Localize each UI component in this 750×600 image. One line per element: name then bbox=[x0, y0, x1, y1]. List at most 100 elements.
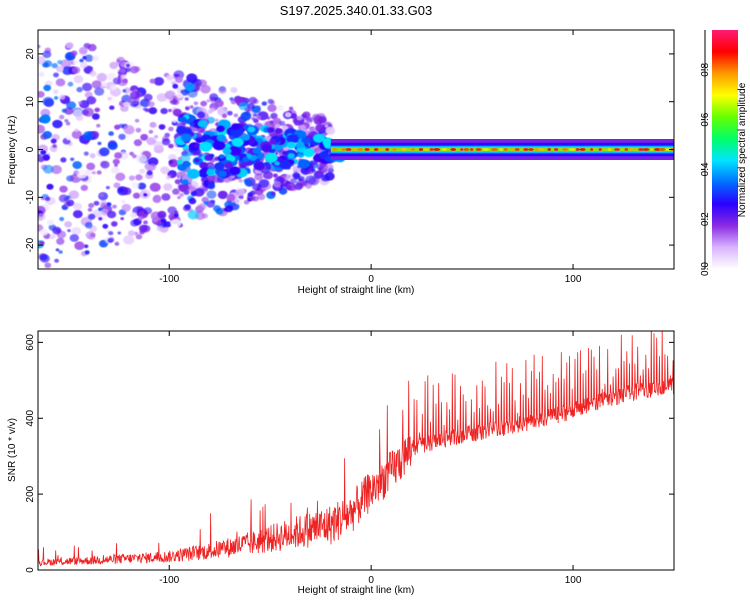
heatmap-cell bbox=[364, 148, 370, 151]
heatmap-cell bbox=[88, 213, 96, 220]
heatmap-cell bbox=[629, 148, 633, 151]
heatmap-cell bbox=[244, 111, 250, 117]
heatmap-cell bbox=[184, 204, 191, 210]
heatmap-cell bbox=[379, 148, 384, 151]
heatmap-cell bbox=[86, 162, 96, 171]
heatmap-cell bbox=[106, 72, 117, 81]
heatmap-cell bbox=[194, 188, 205, 197]
heatmap-cell bbox=[60, 157, 67, 163]
heatmap-cell bbox=[133, 139, 142, 147]
heatmap-cell bbox=[568, 148, 576, 151]
heatmap-cell bbox=[248, 96, 258, 104]
heatmap-cell bbox=[72, 210, 83, 219]
heatmap-cell bbox=[252, 113, 258, 117]
heatmap-cell bbox=[274, 145, 282, 151]
heatmap-cell bbox=[243, 199, 250, 205]
heatmap-cell bbox=[91, 113, 100, 120]
heatmap-cell bbox=[97, 141, 102, 146]
heatmap-cell bbox=[115, 172, 126, 181]
heatmap-cell bbox=[115, 68, 120, 72]
heatmap-cell bbox=[168, 126, 174, 132]
heatmap-cell bbox=[222, 147, 232, 155]
heatmap-cell bbox=[272, 117, 282, 125]
heatmap-cell bbox=[199, 161, 209, 169]
heatmap-cell bbox=[614, 148, 620, 151]
heatmap-cell bbox=[286, 134, 299, 144]
heatmap-cell bbox=[86, 96, 97, 105]
heatmap-cell bbox=[84, 222, 93, 229]
colorbar-ticks: 0.00.20.40.60.8 bbox=[700, 30, 711, 276]
heatmap-cell bbox=[316, 172, 321, 176]
heatmap-cell bbox=[143, 93, 153, 102]
heatmap-cell bbox=[105, 95, 116, 104]
heatmap-cell bbox=[87, 207, 93, 212]
y-tick-label: 20 bbox=[25, 48, 36, 60]
heatmap-cell bbox=[233, 113, 239, 118]
heatmap-cell bbox=[121, 78, 128, 84]
heatmap-cell bbox=[638, 148, 644, 151]
heatmap-cell bbox=[246, 153, 252, 159]
heatmap-cell bbox=[72, 59, 79, 65]
heatmap-cell bbox=[84, 54, 94, 62]
heatmap-cell bbox=[64, 221, 72, 228]
heatmap-cell bbox=[231, 123, 241, 131]
heatmap-cell bbox=[654, 148, 661, 151]
heatmap-cell bbox=[308, 176, 320, 186]
heatmap-cell bbox=[42, 96, 54, 107]
heatmap-cell bbox=[135, 234, 143, 240]
heatmap-cell bbox=[60, 59, 72, 69]
heatmap-cell bbox=[107, 141, 118, 150]
heatmap-cell bbox=[136, 154, 148, 164]
heatmap-cell bbox=[547, 148, 551, 151]
heatmap-cell bbox=[145, 108, 150, 113]
heatmap-cell bbox=[172, 119, 177, 123]
heatmap-cell bbox=[523, 148, 529, 151]
heatmap-cell bbox=[67, 229, 71, 233]
heatmap-cell bbox=[108, 231, 114, 236]
colorbar-label: Normalized spectral amplitude bbox=[737, 82, 748, 217]
heatmap-cell bbox=[53, 72, 59, 78]
heatmap-cell bbox=[168, 108, 172, 113]
heatmap-cell bbox=[38, 72, 45, 77]
heatmap-cell bbox=[230, 99, 237, 105]
heatmap-cell bbox=[138, 224, 148, 233]
heatmap-cell bbox=[253, 118, 259, 123]
heatmap-cell bbox=[39, 253, 48, 261]
heatmap-cell bbox=[179, 154, 191, 163]
heatmap-cell bbox=[264, 152, 278, 163]
heatmap-cell bbox=[282, 151, 288, 156]
heatmap-cell bbox=[168, 143, 174, 149]
heatmap-cell bbox=[99, 147, 110, 157]
heatmap-cell bbox=[267, 127, 275, 133]
heatmap-cell bbox=[410, 148, 415, 151]
snr-y-label: SNR (10 * v/v) bbox=[7, 418, 18, 482]
heatmap-cell bbox=[209, 93, 219, 101]
heatmap-cell bbox=[173, 70, 185, 80]
heatmap-cell bbox=[277, 105, 284, 111]
heatmap-cell bbox=[385, 148, 390, 151]
heatmap-cell bbox=[65, 121, 71, 126]
heatmap-cell bbox=[38, 156, 45, 163]
heatmap-cell bbox=[139, 106, 144, 111]
heatmap-cell bbox=[450, 148, 457, 151]
heatmap-cell bbox=[132, 192, 141, 199]
heatmap-cell bbox=[116, 56, 125, 64]
heatmap-cell bbox=[194, 158, 200, 163]
heatmap-cell bbox=[210, 199, 216, 204]
heatmap-cell bbox=[279, 160, 292, 170]
heatmap-cell bbox=[65, 135, 73, 141]
heatmap-cell bbox=[127, 230, 136, 237]
heatmap-cell bbox=[54, 258, 59, 263]
heatmap-cell bbox=[207, 109, 213, 114]
heatmap-cell bbox=[89, 70, 97, 77]
heatmap-cell bbox=[143, 220, 148, 225]
heatmap-cell bbox=[72, 161, 82, 170]
heatmap-cell bbox=[66, 199, 75, 207]
spectrogram-x-label: Height of straight line (km) bbox=[298, 285, 415, 296]
heatmap-cell bbox=[120, 217, 124, 221]
heatmap-cell bbox=[311, 168, 316, 173]
heatmap-cell bbox=[510, 148, 514, 151]
heatmap-cell bbox=[38, 124, 45, 134]
heatmap-cell bbox=[294, 121, 300, 126]
heatmap-cell bbox=[114, 124, 121, 130]
